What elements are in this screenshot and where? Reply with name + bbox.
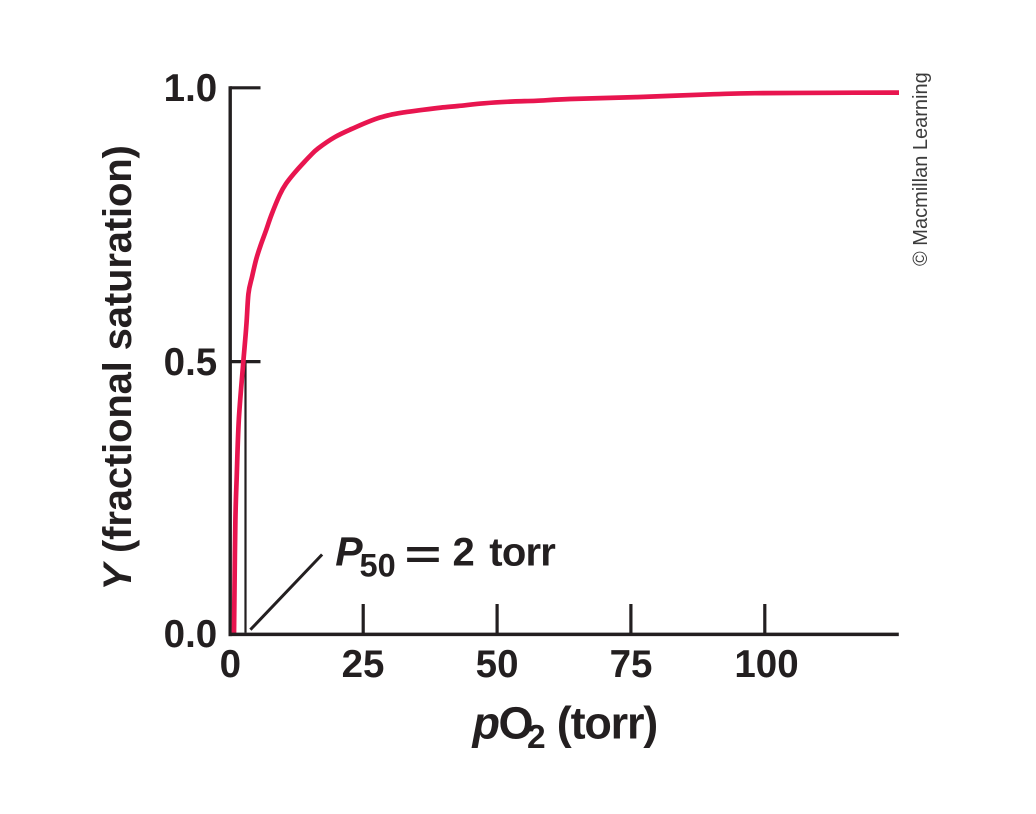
svg-text:© Macmillan Learning: © Macmillan Learning [910, 72, 932, 266]
svg-text:50: 50 [476, 643, 519, 686]
svg-text:(torr): (torr) [557, 697, 657, 748]
svg-text:2: 2 [453, 530, 475, 574]
svg-text:=: = [405, 532, 442, 577]
svg-text:0: 0 [220, 643, 241, 686]
svg-text:25: 25 [342, 643, 385, 686]
svg-text:1.0: 1.0 [164, 67, 218, 110]
svg-text:P: P [335, 528, 363, 574]
svg-text:p: p [472, 697, 501, 748]
svg-text:50: 50 [360, 547, 396, 583]
svg-text:0.0: 0.0 [164, 613, 218, 656]
svg-text:Y (fractional saturation): Y (fractional saturation) [96, 145, 140, 590]
svg-text:75: 75 [610, 643, 653, 686]
svg-text:torr: torr [489, 530, 555, 574]
svg-text:O: O [499, 697, 534, 748]
svg-text:2: 2 [527, 719, 546, 756]
svg-text:100: 100 [734, 643, 798, 686]
svg-text:0.5: 0.5 [164, 341, 218, 384]
